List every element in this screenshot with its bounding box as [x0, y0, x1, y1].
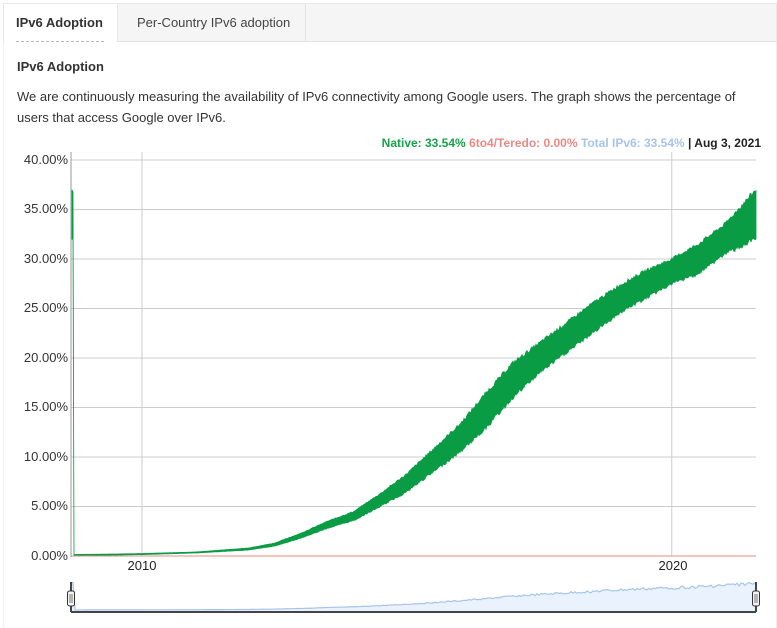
legend-date: | Aug 3, 2021: [688, 136, 761, 150]
x-tick-label: 2010: [127, 558, 157, 573]
y-tick-label: 10.00%: [23, 449, 68, 464]
section-title: IPv6 Adoption: [17, 59, 104, 74]
legend-teredo: 6to4/Teredo: 0.00%: [469, 136, 578, 150]
section-description: We are continuously measuring the availa…: [17, 89, 736, 125]
x-tick-label: 2020: [658, 558, 688, 573]
y-tick-label: 0.00%: [31, 548, 68, 563]
legend-native: Native: 33.54%: [381, 136, 466, 150]
tab-per-country-ipv6-adoption[interactable]: Per-Country IPv6 adoption: [119, 4, 306, 43]
chart-grid: [71, 152, 756, 557]
y-tick-label: 40.00%: [23, 152, 68, 167]
tab-label: IPv6 Adoption: [16, 15, 103, 30]
range-start-handle[interactable]: [67, 590, 75, 607]
y-tick-label: 20.00%: [23, 350, 68, 365]
legend-total: Total IPv6: 33.54%: [580, 136, 685, 150]
tab-active-underline: [16, 41, 104, 42]
y-tick-label: 35.00%: [23, 201, 68, 216]
tab-label: Per-Country IPv6 adoption: [137, 15, 291, 30]
range-selector[interactable]: [67, 581, 760, 613]
y-tick-label: 15.00%: [23, 399, 68, 414]
tab-ipv6-adoption[interactable]: IPv6 Adoption: [4, 4, 118, 44]
chart-legend: Native: 33.54% 6to4/Teredo: 0.00% Total …: [382, 136, 761, 150]
tab-panel: [3, 42, 777, 628]
y-tick-label: 25.00%: [23, 300, 68, 315]
tab-bar: IPv6 Adoption Per-Country IPv6 adoption: [3, 3, 777, 44]
y-tick-label: 5.00%: [31, 498, 68, 513]
range-end-handle[interactable]: [752, 590, 760, 607]
native-series-area: [71, 189, 757, 556]
y-tick-label: 30.00%: [23, 251, 68, 266]
